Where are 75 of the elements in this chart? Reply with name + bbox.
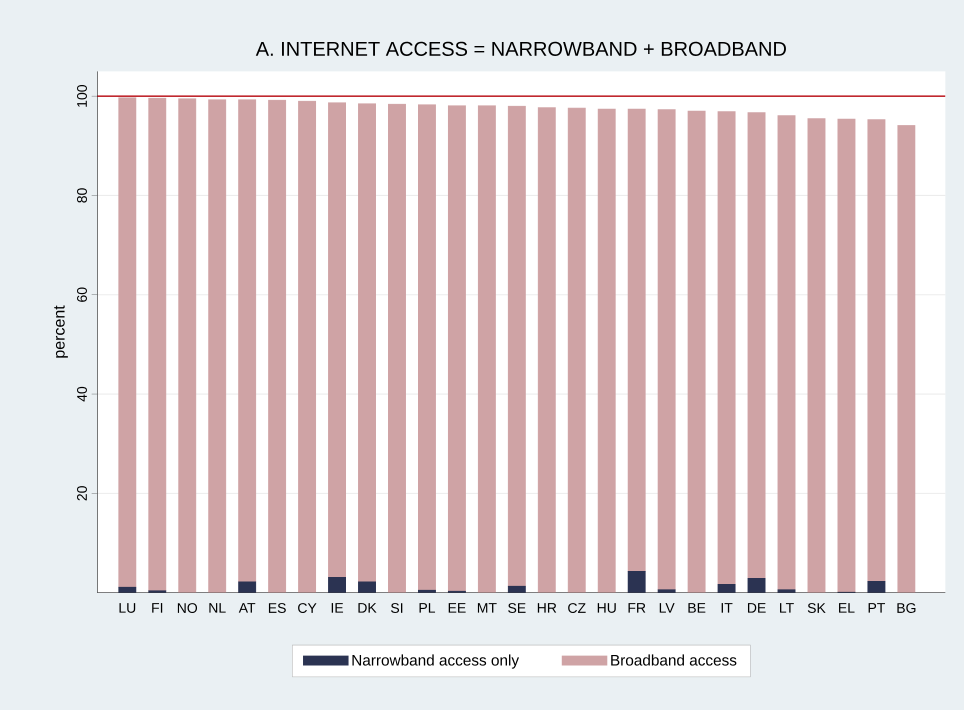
bar <box>118 97 136 588</box>
bar <box>628 571 646 593</box>
y-tick-label: 20 <box>77 486 87 500</box>
x-tick-label: PT <box>868 603 886 613</box>
x-tick-label: CZ <box>568 603 586 613</box>
x-tick-label: MT <box>478 603 497 613</box>
bar <box>418 590 436 593</box>
bar <box>538 107 556 593</box>
x-tick-label: LT <box>780 603 794 613</box>
y-tick-label: 60 <box>77 288 87 302</box>
chart-title: A. INTERNET ACCESS = NARROWBAND + BROADBAND <box>256 42 786 56</box>
bar <box>688 110 706 593</box>
bar <box>778 115 796 590</box>
bar <box>628 108 646 572</box>
bar <box>837 118 856 592</box>
legend-label: Narrowband access only <box>352 654 520 669</box>
x-tick-label: LV <box>660 603 675 613</box>
bar <box>238 581 256 593</box>
bar <box>478 105 496 593</box>
bar <box>748 578 766 593</box>
x-tick-label: BG <box>897 603 916 613</box>
bar <box>238 99 256 582</box>
x-tick-label: IE <box>332 603 344 613</box>
x-tick-label: ES <box>268 603 286 613</box>
bar <box>208 99 226 593</box>
x-tick-label: HU <box>598 603 616 613</box>
bar <box>448 105 466 592</box>
bar <box>328 576 346 593</box>
x-tick-label: CY <box>298 603 317 613</box>
bar <box>388 104 406 593</box>
bar <box>658 109 676 590</box>
bar <box>268 100 286 593</box>
bar <box>178 98 196 593</box>
legend-label: Broadband access <box>611 654 736 666</box>
x-tick-label: SK <box>808 603 826 613</box>
bar <box>508 586 526 593</box>
bar <box>118 586 136 593</box>
x-tick-label: HR <box>538 603 556 613</box>
bar <box>598 108 616 593</box>
x-tick-label: NL <box>209 603 226 613</box>
bar <box>568 108 586 593</box>
bar <box>748 112 766 579</box>
bar <box>867 580 886 593</box>
bar <box>718 584 736 593</box>
bar <box>298 100 316 593</box>
bar <box>778 589 796 593</box>
y-tick-label: 80 <box>77 188 87 203</box>
x-tick-label: FI <box>152 603 162 613</box>
x-tick-label: BE <box>688 603 706 613</box>
x-tick-label: AT <box>238 603 256 613</box>
y-tick-label: 40 <box>77 386 87 402</box>
x-tick-label: PL <box>420 603 436 613</box>
bar <box>148 98 166 591</box>
bar <box>358 581 376 593</box>
bar <box>867 119 886 582</box>
x-tick-label: NO <box>178 603 198 613</box>
y-tick-label: 100 <box>77 85 87 107</box>
bar <box>718 111 736 584</box>
x-tick-label: DE <box>748 603 766 613</box>
x-tick-label: LU <box>120 603 136 613</box>
x-tick-label: SE <box>508 603 526 613</box>
x-tick-label: SI <box>391 603 402 613</box>
bar <box>328 102 346 578</box>
x-tick-label: DK <box>358 603 377 613</box>
y-axis-title: percent <box>54 305 68 358</box>
x-tick-label: FR <box>628 603 646 613</box>
bar <box>508 106 526 586</box>
bar <box>658 589 676 593</box>
bar <box>897 125 916 593</box>
bar <box>808 118 826 593</box>
bar <box>418 104 436 590</box>
bar <box>358 103 376 582</box>
x-tick-label: EL <box>839 603 855 613</box>
x-tick-label: EE <box>448 603 466 613</box>
x-tick-label: IT <box>722 603 732 613</box>
